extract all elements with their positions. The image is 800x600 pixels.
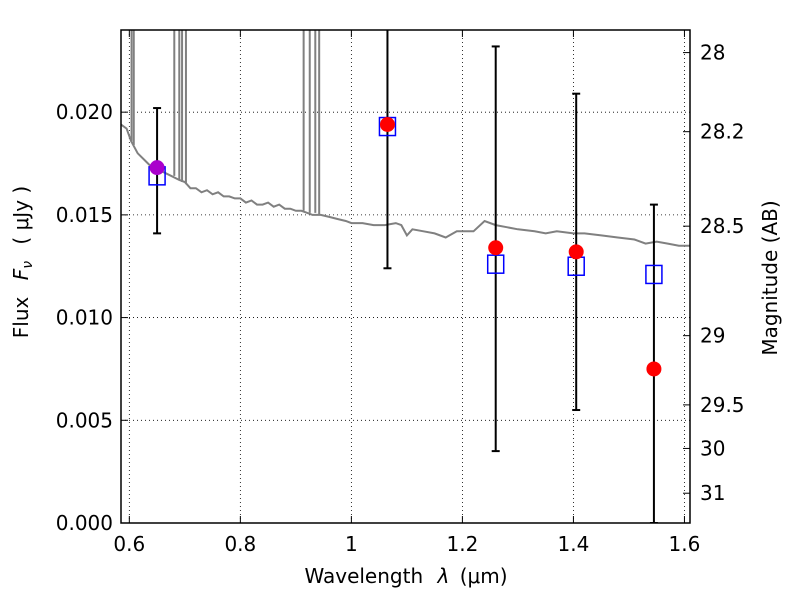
y2-tick-label: 30 bbox=[700, 436, 725, 460]
x-tick-label: 1.4 bbox=[558, 532, 590, 556]
observed-point bbox=[379, 116, 395, 132]
x-tick-label: 0.6 bbox=[113, 532, 145, 556]
y2-tick-label: 29 bbox=[700, 324, 725, 348]
tick-layer: 0.6 0.8 1 1.2 1.4 1.6 0.000 0.005 0.010 0.015 0.02… bbox=[56, 30, 745, 556]
observed-point bbox=[488, 240, 504, 256]
observed-point bbox=[568, 244, 584, 260]
y2-tick-label: 29.5 bbox=[700, 393, 745, 417]
plot-layer bbox=[121, 30, 690, 523]
y-tick-label: 0.010 bbox=[56, 306, 113, 330]
observed-point bbox=[646, 361, 662, 377]
observed-point bbox=[149, 160, 165, 176]
grid-layer bbox=[121, 30, 690, 524]
x-tick-label: 1 bbox=[345, 532, 358, 556]
x-axis-label: Wavelength λ (μm) bbox=[304, 564, 507, 588]
y-axis-label: Flux Fν ( μJy ) bbox=[9, 186, 37, 338]
y2-tick-label: 28 bbox=[700, 41, 725, 65]
y2-axis-label: Magnitude (AB) bbox=[758, 200, 782, 355]
x-tick-label: 1.6 bbox=[669, 532, 701, 556]
y2-tick-label: 31 bbox=[700, 481, 725, 505]
y2-tick-label: 28.5 bbox=[700, 214, 745, 238]
model-square bbox=[645, 264, 663, 285]
x-tick-label: 0.8 bbox=[224, 532, 256, 556]
y2-tick-label: 28.2 bbox=[700, 120, 745, 144]
y-tick-label: 0.015 bbox=[56, 203, 113, 227]
plot-frame bbox=[120, 29, 691, 524]
y-tick-label: 0.000 bbox=[56, 511, 113, 535]
sed-line bbox=[121, 123, 690, 247]
x-tick-label: 1.2 bbox=[446, 532, 478, 556]
y-tick-label: 0.005 bbox=[56, 408, 113, 432]
y-tick-label: 0.020 bbox=[56, 100, 113, 124]
